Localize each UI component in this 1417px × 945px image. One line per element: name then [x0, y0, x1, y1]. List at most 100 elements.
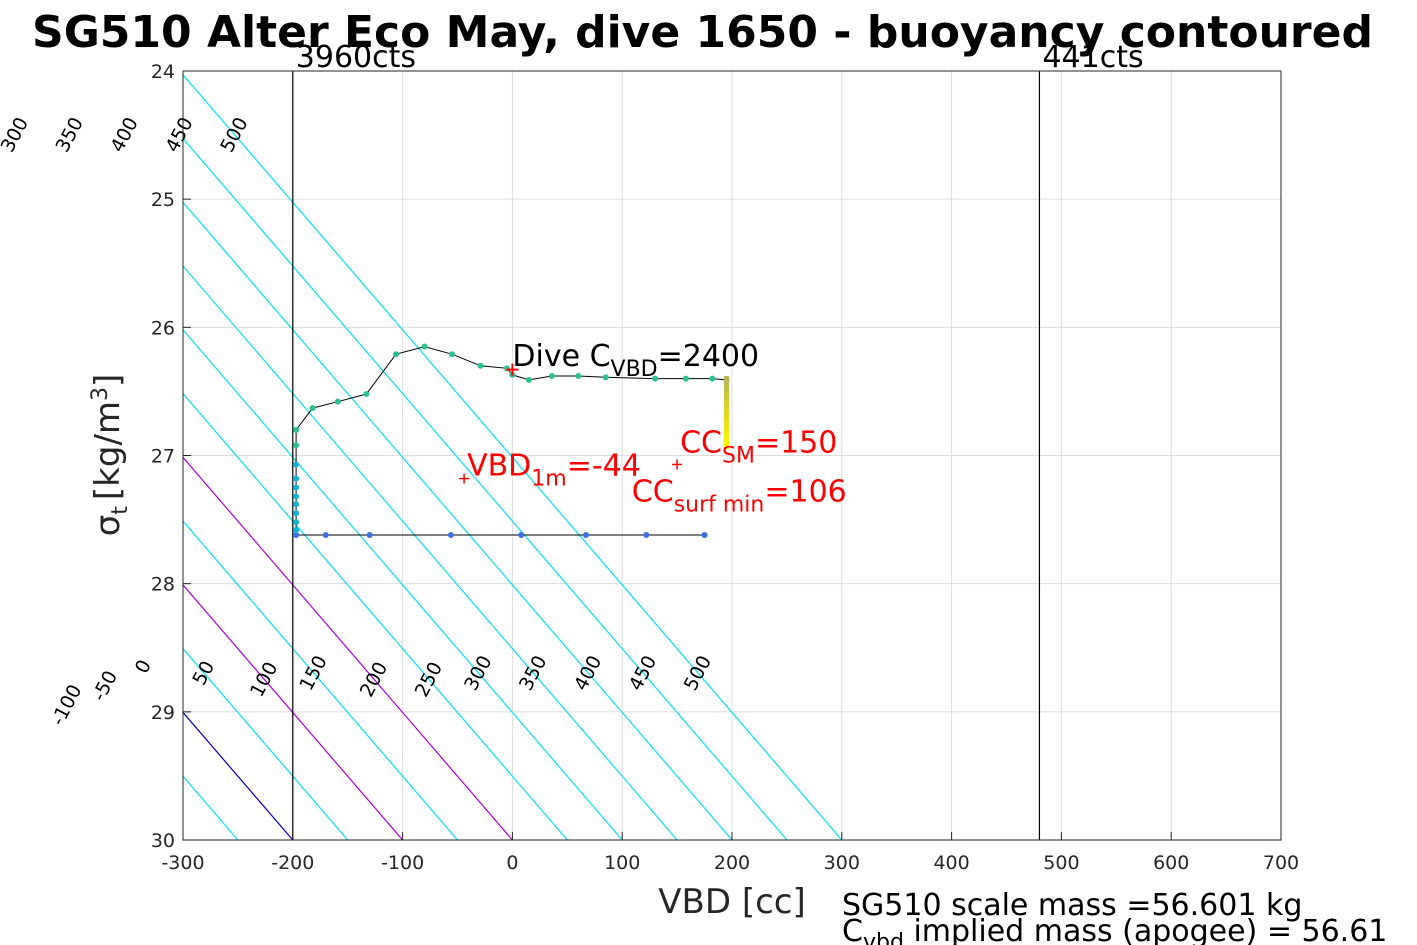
contour-line — [183, 137, 788, 840]
x-tick-label: 600 — [1153, 852, 1189, 874]
profile-point — [447, 531, 454, 538]
y-tick-label: 29 — [151, 702, 175, 724]
profile-point — [709, 375, 716, 382]
count-limit-label: 3960cts — [296, 40, 416, 75]
footer-implied-mass-suffix: implied mass (apogee) = 56.61 — [904, 914, 1388, 945]
count-limit-label: 441cts — [1042, 40, 1143, 75]
y-axis-ticks: 24 25 26 27 28 29 30 — [151, 61, 191, 852]
profile-point — [393, 351, 400, 358]
contour-line — [183, 73, 843, 840]
y-tick-label: 27 — [151, 446, 175, 468]
dive-profile — [293, 343, 730, 538]
surface-gradient-bar — [724, 376, 730, 450]
footer-implied-mass-prefix: C — [842, 914, 863, 945]
contour-label: 300 — [0, 114, 33, 156]
profile-point — [293, 461, 300, 468]
cc-surf-min-label: CCsurf min=106 — [632, 475, 847, 518]
x-tick-label: 100 — [604, 852, 640, 874]
y-axis-label-sub: t — [108, 506, 133, 515]
y-tick-label: 28 — [151, 574, 175, 596]
profile-point — [363, 390, 370, 397]
vbd-1m-label-sub: 1m — [531, 467, 566, 492]
profile-point — [652, 375, 659, 382]
cc-surf-min-label-suffix: =106 — [764, 475, 846, 510]
footer-implied-mass: Cvbd implied mass (apogee) = 56.61 — [842, 914, 1387, 945]
profile-point — [293, 510, 300, 517]
x-tick-label: -300 — [161, 852, 204, 874]
y-axis-label-sup: 3 — [88, 387, 113, 401]
x-tick-label: 400 — [933, 852, 969, 874]
y-axis-label-unit: [kg/m — [88, 401, 128, 500]
x-tick-label: -100 — [381, 852, 424, 874]
profile-point — [293, 531, 300, 538]
contour-label: 350 — [52, 114, 88, 156]
contour-line — [183, 647, 349, 840]
x-tick-label: 700 — [1263, 852, 1299, 874]
footer-scale-mass: SG510 scale mass =56.601 kg — [842, 888, 1302, 923]
x-axis-ticks: -300 -200 -100 0 100 200 300 400 500 600 700 — [161, 832, 1299, 874]
profile-point — [602, 374, 609, 381]
profile-point — [322, 531, 329, 538]
profile-point — [682, 375, 689, 382]
vbd-1m-label-prefix: VBD — [467, 449, 531, 484]
dive-cvbd-label: Dive CVBD=2400 — [512, 339, 759, 382]
profile-point — [293, 475, 300, 482]
profile-point — [293, 501, 300, 508]
y-axis-label-close: ] — [88, 374, 128, 387]
vbd-1m-label: VBD1m=-44 — [467, 449, 641, 492]
x-tick-label: 0 — [506, 852, 518, 874]
cc-surf-min-label-sub: surf min — [674, 493, 765, 518]
contour-line — [183, 265, 678, 840]
x-axis-label: VBD [cc] — [658, 882, 806, 922]
x-tick-label: 500 — [1043, 852, 1079, 874]
profile-point — [334, 398, 341, 405]
contour-label: -50 — [88, 667, 122, 705]
profile-point — [293, 493, 300, 500]
profile-point — [309, 405, 316, 412]
profile-point — [575, 373, 582, 380]
cc-sm-label-prefix: CC — [680, 425, 722, 460]
profile-point — [366, 531, 373, 538]
profile-point — [477, 362, 484, 369]
y-axis-label-symbol: σ — [88, 515, 128, 537]
y-axis-label: σt [kg/m3] — [88, 374, 133, 537]
count-limit-lines: 3960cts 441cts — [292, 40, 1144, 840]
contour-line — [183, 520, 458, 840]
x-tick-label: -200 — [271, 852, 314, 874]
x-tick-label: 300 — [824, 852, 860, 874]
cc-sm-label: CCSM=150 — [680, 425, 837, 468]
cc-surf-min-label-prefix: CC — [632, 475, 674, 510]
contour-line — [183, 328, 623, 840]
cc-sm-label-sub: SM — [722, 443, 755, 468]
contour-label: 400 — [106, 114, 142, 156]
y-tick-label: 26 — [151, 317, 175, 339]
dive-cvbd-label-sub: VBD — [611, 357, 658, 382]
profile-point — [293, 519, 300, 526]
y-tick-label: 25 — [151, 189, 175, 211]
contour-line — [183, 201, 733, 840]
y-tick-label: 24 — [151, 61, 175, 83]
contour-line — [183, 392, 568, 840]
profile-point — [293, 442, 300, 449]
contour-label: -100 — [47, 681, 87, 729]
cc-sm-label-suffix: =150 — [755, 425, 837, 460]
profile-point — [643, 531, 650, 538]
profile-point — [293, 426, 300, 433]
profile-point — [293, 526, 300, 533]
profile-point — [582, 531, 589, 538]
contour-line — [183, 456, 513, 840]
dive-cvbd-label-prefix: Dive C — [512, 339, 610, 374]
footer-implied-mass-sub: vbd — [863, 930, 904, 945]
dive-cvbd-label-suffix: =2400 — [658, 339, 759, 374]
contour-line — [0, 71, 18, 840]
x-tick-label: 200 — [714, 852, 750, 874]
profile-point — [701, 531, 708, 538]
contour-label: 0 — [131, 656, 156, 677]
chart-title: SG510 Alter Eco May, dive 1650 - buoyanc… — [32, 7, 1373, 58]
vbd-1m-label-suffix: =-44 — [567, 449, 641, 484]
profile-point — [293, 484, 300, 491]
y-tick-label: 30 — [151, 830, 175, 852]
profile-point — [421, 343, 428, 350]
